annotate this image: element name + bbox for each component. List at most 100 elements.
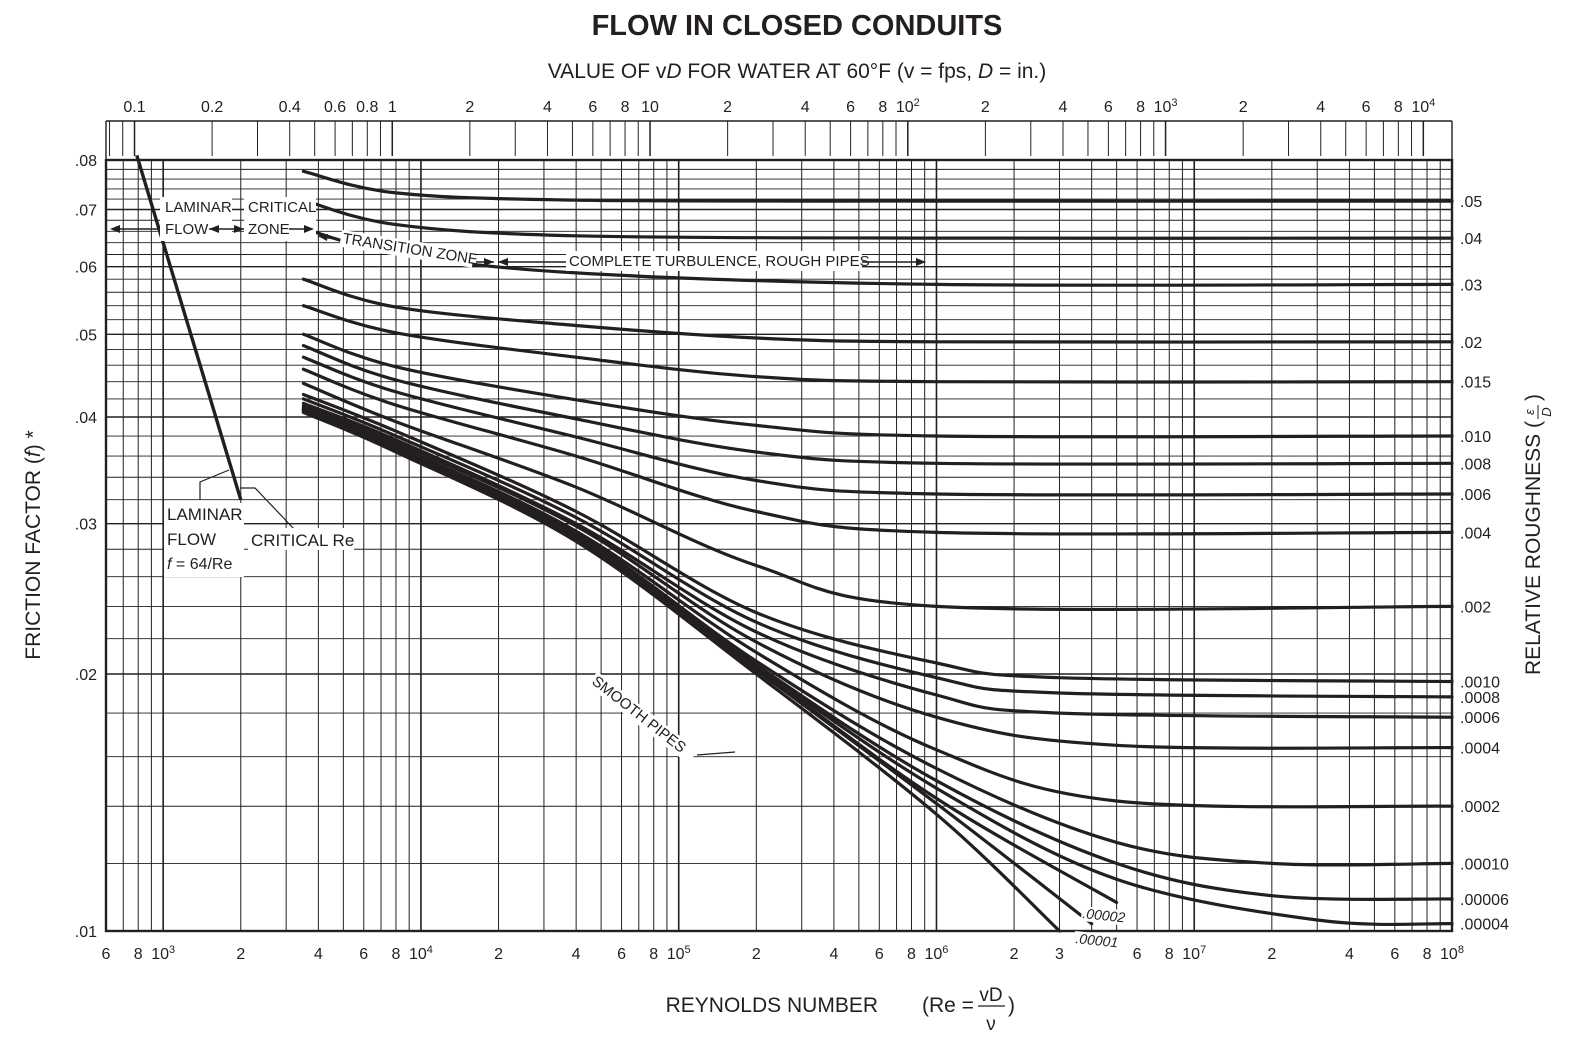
roughness-label: .00010	[1460, 856, 1509, 873]
x-tick-label: 6	[1390, 946, 1399, 963]
roughness-curve	[301, 277, 1454, 344]
labels: 6 8 103 2 4 6 8 104 2 4 6 8 105 2 4 6 8 106 2 3 6 8 107 2 4 6 8 108…	[75, 153, 1509, 963]
top-tick-label: 2	[723, 99, 732, 116]
roughness-label: .0004	[1460, 741, 1500, 758]
x-tick-label: 8	[134, 946, 143, 963]
top-tick-label: 0.8	[356, 99, 378, 116]
roughness-curve	[301, 401, 1454, 719]
roughness-label: .0008	[1460, 690, 1500, 707]
critical-zone-label: CRITICAL	[248, 199, 316, 216]
top-axis: 0.1 0.2 0.4 0.6 0.8 1 2 4 6 8 10 2 4 6 8 102 2 4 6 8 103 2 4 6 8…	[105, 97, 1453, 160]
critical-zone-label-2: ZONE	[248, 221, 290, 238]
y-tick-label: .02	[75, 667, 97, 684]
top-tick-label: 4	[801, 99, 810, 116]
roughness-label: .004	[1460, 525, 1491, 542]
roughness-label: .00004	[1460, 917, 1509, 934]
roughness-label: .0006	[1460, 710, 1500, 727]
transition-zone-label: TRANSITION ZONE	[341, 230, 479, 268]
roughness-curve	[301, 409, 1119, 905]
svg-text:(Re =: (Re =	[922, 994, 974, 1017]
smooth-pipes-callout: SMOOTH PIPES	[586, 671, 736, 764]
y-tick-label: .05	[75, 327, 97, 344]
x-tick-label: 8	[907, 946, 916, 963]
top-tick-label: 2	[465, 99, 474, 116]
x-tick-label: 104	[409, 944, 433, 963]
x-tick-label: 4	[572, 946, 581, 963]
roughness-curve	[301, 404, 1454, 750]
x-axis-title: REYNOLDS NUMBER (Re = vD ν )	[666, 985, 1015, 1035]
laminar-zone-label-2: FLOW	[165, 221, 209, 238]
top-tick-label: 1	[388, 99, 397, 116]
chart-title: FLOW IN CLOSED CONDUITS	[592, 10, 1003, 42]
x-tick-label: 4	[314, 946, 323, 963]
rel-00002-label: .00002	[1082, 905, 1126, 925]
roughness-label: .0002	[1460, 799, 1500, 816]
relative-roughness-callouts: .00002 .00001	[1073, 905, 1132, 952]
top-tick-label: 8	[878, 99, 887, 116]
complete-turbulence-label: COMPLETE TURBULENCE, ROUGH PIPES	[569, 253, 870, 270]
rel-00001-label: .00001	[1075, 930, 1119, 950]
top-tick-label: 0.6	[324, 99, 346, 116]
roughness-curve	[301, 169, 1454, 203]
x-tick-label: 108	[1440, 944, 1464, 963]
roughness-label: .006	[1460, 487, 1491, 504]
top-tick-label: 2	[981, 99, 990, 116]
svg-text:ε: ε	[1522, 409, 1537, 415]
top-tick-label: 8	[1136, 99, 1145, 116]
y-tick-label: .06	[75, 260, 97, 277]
x-tick-label: 106	[925, 944, 949, 963]
svg-text:D: D	[1539, 407, 1554, 416]
svg-text:): )	[1522, 394, 1545, 401]
top-tick-label: 8	[1394, 99, 1403, 116]
x-tick-label: 2	[1267, 946, 1276, 963]
top-axis-title: VALUE OF vD FOR WATER AT 60°F (v = fps, …	[548, 60, 1047, 83]
x-tick-label: 8	[649, 946, 658, 963]
x-tick-label: 4	[1345, 946, 1354, 963]
roughness-label: .05	[1460, 194, 1482, 211]
x-tick-label: 6	[359, 946, 368, 963]
y-tick-label: .08	[75, 153, 97, 170]
x-tick-label: 8	[392, 946, 401, 963]
top-tick-label: 104	[1411, 97, 1435, 116]
top-tick-label: 4	[1059, 99, 1068, 116]
roughness-label: .015	[1460, 375, 1491, 392]
roughness-label: .00006	[1460, 892, 1509, 909]
roughness-label: .008	[1460, 456, 1491, 473]
svg-text:ν: ν	[986, 1014, 996, 1035]
roughness-curve	[301, 198, 1454, 240]
roughness-curve	[301, 381, 1454, 612]
top-tick-label: 6	[1362, 99, 1371, 116]
roughness-curve	[301, 367, 1454, 536]
roughness-label: .04	[1460, 231, 1482, 248]
roughness-curve	[301, 304, 1454, 384]
x-tick-label: 2	[1010, 946, 1019, 963]
top-tick-label: 10	[641, 99, 659, 116]
x-tick-label: 6	[617, 946, 626, 963]
roughness-label: .010	[1460, 429, 1491, 446]
x-tick-label: 2	[494, 946, 503, 963]
laminar-callout: LAMINAR FLOW f = 64/Re CRITICAL Re	[164, 469, 354, 577]
grid	[104, 158, 1454, 933]
svg-text:REYNOLDS NUMBER: REYNOLDS NUMBER	[666, 994, 878, 1017]
x-tick-label: 6	[102, 946, 111, 963]
critical-re-label: CRITICAL Re	[251, 531, 354, 550]
smooth-pipes-curve	[301, 410, 1062, 933]
top-tick-label: 6	[588, 99, 597, 116]
top-tick-label: 102	[896, 97, 920, 116]
x-tick-label: 4	[829, 946, 838, 963]
x-tick-label: 103	[151, 944, 175, 963]
y-axis-title: FRICTION FACTOR (f) *	[22, 430, 45, 659]
series-lines	[135, 154, 1454, 933]
laminar-flow-line	[135, 154, 243, 501]
svg-text:vD: vD	[979, 985, 1002, 1006]
roughness-label: .0010	[1460, 674, 1500, 691]
y-tick-label: .07	[75, 203, 97, 220]
top-tick-label: 2	[1239, 99, 1248, 116]
svg-text:RELATIVE ROUGHNESS (: RELATIVE ROUGHNESS (	[1522, 421, 1545, 675]
top-tick-label: 8	[621, 99, 630, 116]
x-tick-label: 2	[752, 946, 761, 963]
y-tick-label: .03	[75, 517, 97, 534]
roughness-label: .02	[1460, 335, 1482, 352]
top-tick-label: 4	[1316, 99, 1325, 116]
